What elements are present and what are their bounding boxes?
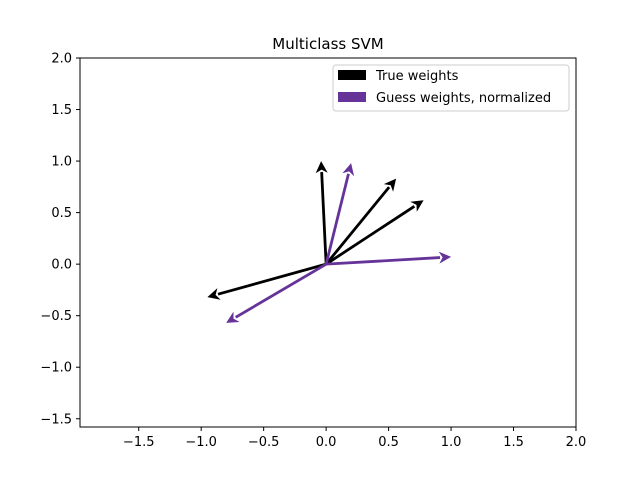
y-tick-label: −1.0 xyxy=(40,361,72,376)
legend-label-true-weights: True weights xyxy=(375,69,459,84)
legend-label-guess-weights: Guess weights, normalized xyxy=(376,91,551,106)
arrow-shaft xyxy=(324,173,350,265)
y-tick-label: 0.0 xyxy=(51,258,72,273)
plot-area-frame xyxy=(79,57,577,428)
arrow-head xyxy=(342,163,355,177)
quiver-arrow xyxy=(324,163,355,265)
quiver-arrow xyxy=(325,200,424,266)
quiver-arrow xyxy=(315,161,328,265)
quiver-arrow xyxy=(226,262,327,323)
arrow-head xyxy=(226,311,240,323)
x-tick-label: 0.5 xyxy=(378,435,399,450)
y-tick-label: 1.0 xyxy=(51,155,72,170)
arrow-head xyxy=(315,161,328,174)
y-tick-label: 0.5 xyxy=(51,206,72,221)
x-tick-label: −1.5 xyxy=(123,435,155,450)
arrow-shaft xyxy=(217,262,327,296)
x-tick-label: 0.0 xyxy=(316,435,337,450)
x-tick-label: 1.5 xyxy=(503,435,524,450)
x-axis: −1.5 −1.0 −0.5 0.0 0.5 1.0 1.5 2.0 xyxy=(123,427,586,450)
arrow-shaft xyxy=(325,205,416,266)
arrow-head xyxy=(410,200,424,212)
x-tick-label: −1.0 xyxy=(185,435,217,450)
arrow-layer xyxy=(207,161,452,323)
arrow-head xyxy=(438,251,452,264)
legend-box xyxy=(332,64,570,112)
x-tick-label: 1.0 xyxy=(441,435,462,450)
arrow-head xyxy=(207,288,221,300)
quiver-arrow xyxy=(207,262,327,300)
legend-swatch-true-weights xyxy=(338,70,366,80)
chart-title: Multiclass SVM xyxy=(272,35,383,53)
legend-swatch-guess-weights xyxy=(338,92,366,102)
y-tick-label: −1.5 xyxy=(40,412,72,427)
arrow-shaft xyxy=(320,171,328,265)
y-axis: −1.5 −1.0 −0.5 0.0 0.5 1.0 1.5 2.0 xyxy=(40,52,80,427)
arrow-shaft xyxy=(234,262,327,319)
y-tick-label: −0.5 xyxy=(40,309,72,324)
arrow-shaft xyxy=(326,256,441,266)
y-tick-label: 2.0 xyxy=(51,52,72,67)
quiver-arrow xyxy=(325,178,397,266)
x-tick-label: 2.0 xyxy=(566,435,587,450)
legend: True weights Guess weights, normalized xyxy=(332,64,570,112)
arrow-head xyxy=(383,178,397,192)
y-tick-label: 1.5 xyxy=(51,103,72,118)
x-tick-label: −0.5 xyxy=(248,435,280,450)
quiver-arrow xyxy=(326,251,452,266)
arrow-shaft xyxy=(325,186,391,266)
